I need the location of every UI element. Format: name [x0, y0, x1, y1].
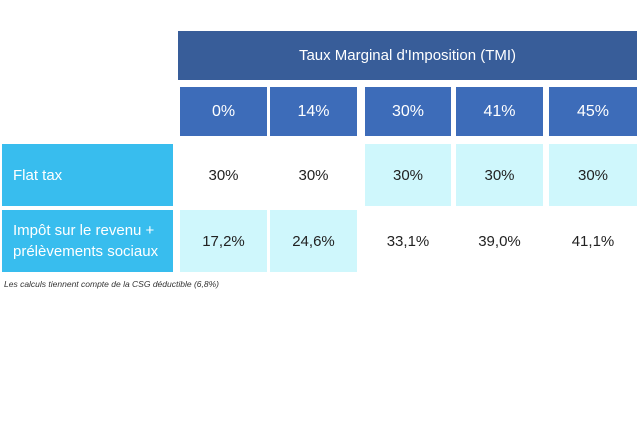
footnote: Les calculs tiennent compte de la CSG dé… — [4, 279, 219, 289]
rate-header-14: 14% — [270, 87, 357, 136]
flat-tax-cell: 30% — [365, 144, 451, 206]
flat-tax-cell: 30% — [208, 166, 239, 184]
income-tax-cell: 17,2% — [180, 210, 267, 272]
row-label-flat-tax: Flat tax — [2, 144, 173, 206]
flat-tax-cell: 30% — [298, 166, 329, 184]
row-label-income-tax: Impôt sur le revenu + prélèvements socia… — [2, 210, 173, 272]
income-tax-cell: 24,6% — [270, 210, 357, 272]
income-tax-cell: 33,1% — [386, 232, 430, 250]
rate-header-45: 45% — [549, 87, 637, 136]
rate-header-30: 30% — [365, 87, 451, 136]
income-tax-cell: 39,0% — [478, 232, 521, 250]
rate-header-41: 41% — [456, 87, 543, 136]
rate-header-0: 0% — [180, 87, 267, 136]
flat-tax-cell: 30% — [549, 144, 637, 206]
flat-tax-cell: 30% — [456, 144, 543, 206]
income-tax-cell: 41,1% — [571, 232, 615, 250]
tmi-header: Taux Marginal d'Imposition (TMI) — [178, 31, 637, 80]
